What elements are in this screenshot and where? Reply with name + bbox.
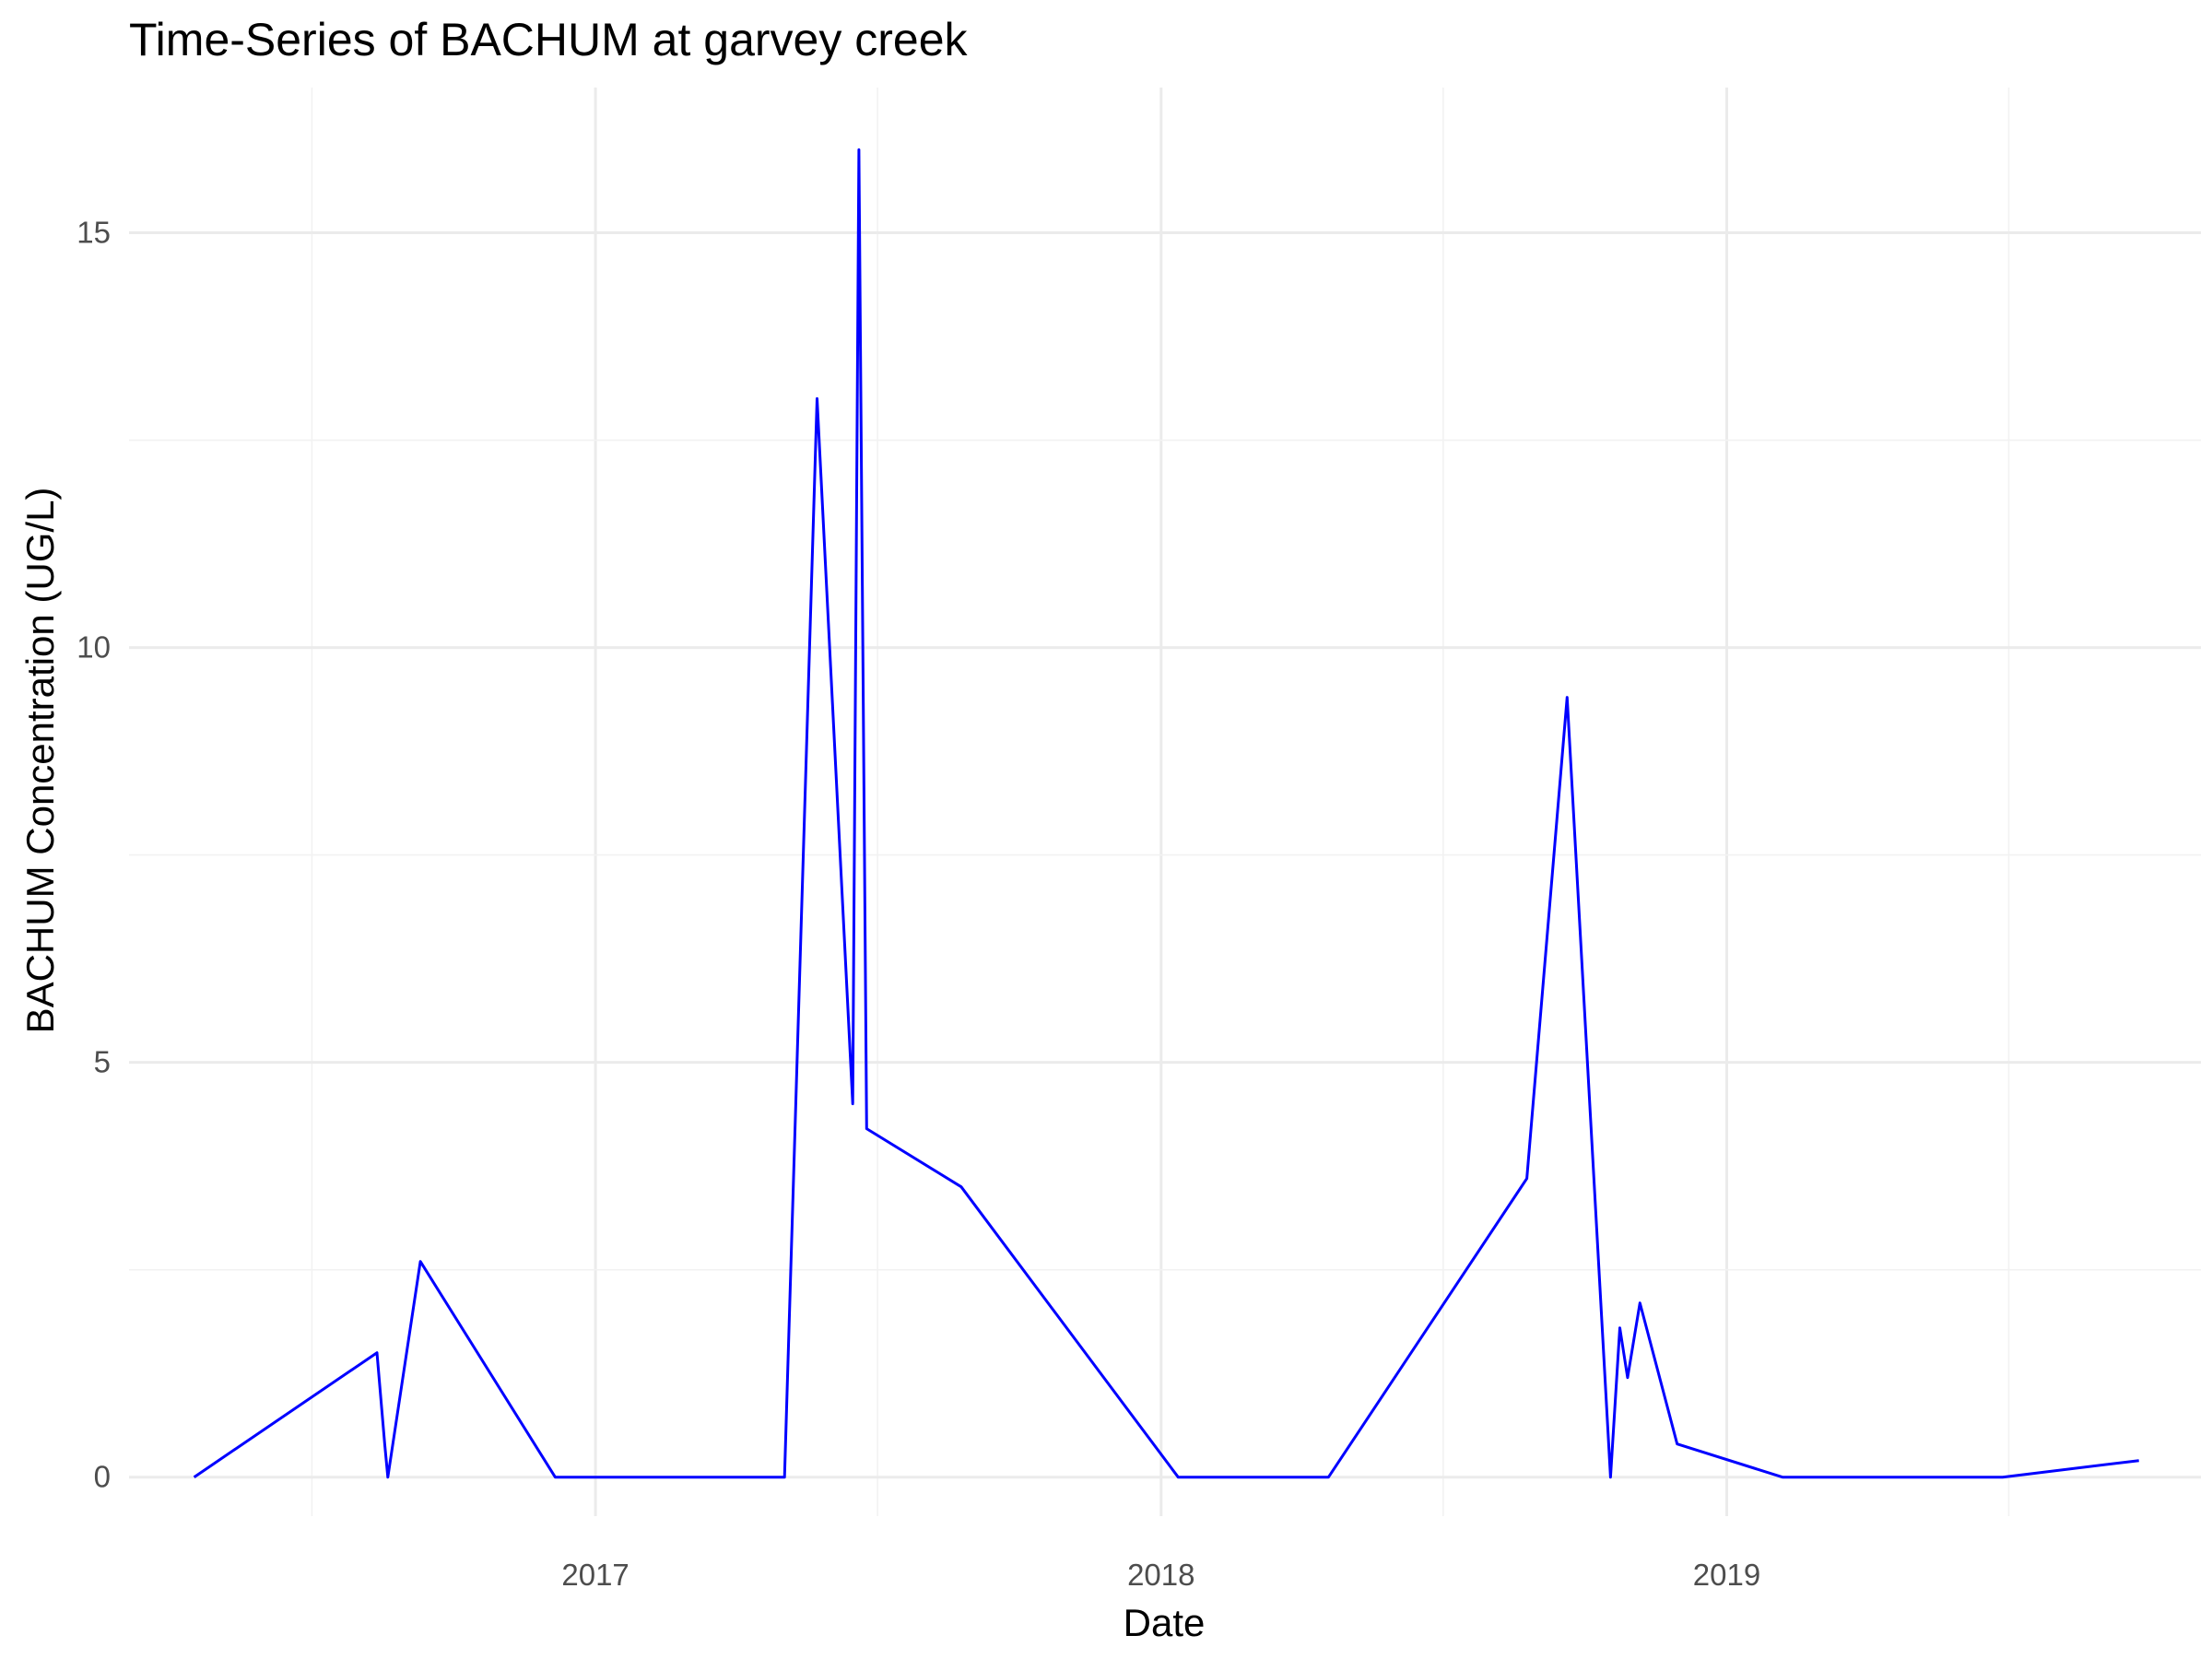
y-tick-label: 5 xyxy=(94,1045,111,1079)
grid xyxy=(129,88,2201,1516)
x-tick-label: 2017 xyxy=(561,1558,629,1592)
y-tick-label: 15 xyxy=(76,216,111,250)
y-tick-label: 10 xyxy=(76,630,111,665)
x-tick-label: 2018 xyxy=(1127,1558,1194,1592)
chart-title: Time-Series of BACHUM at garvey creek xyxy=(129,14,968,65)
series-line xyxy=(193,148,2139,1479)
x-tick-labels: 2017 2018 2019 xyxy=(561,1558,1760,1592)
y-axis-title: BACHUM Concentration (UG/L) xyxy=(18,488,62,1034)
y-tick-label: 0 xyxy=(94,1460,111,1494)
x-axis-title: Date xyxy=(1124,1601,1206,1644)
x-tick-label: 2019 xyxy=(1693,1558,1760,1592)
y-tick-labels: 0 5 10 15 xyxy=(76,216,111,1494)
series-layer xyxy=(193,148,2139,1479)
